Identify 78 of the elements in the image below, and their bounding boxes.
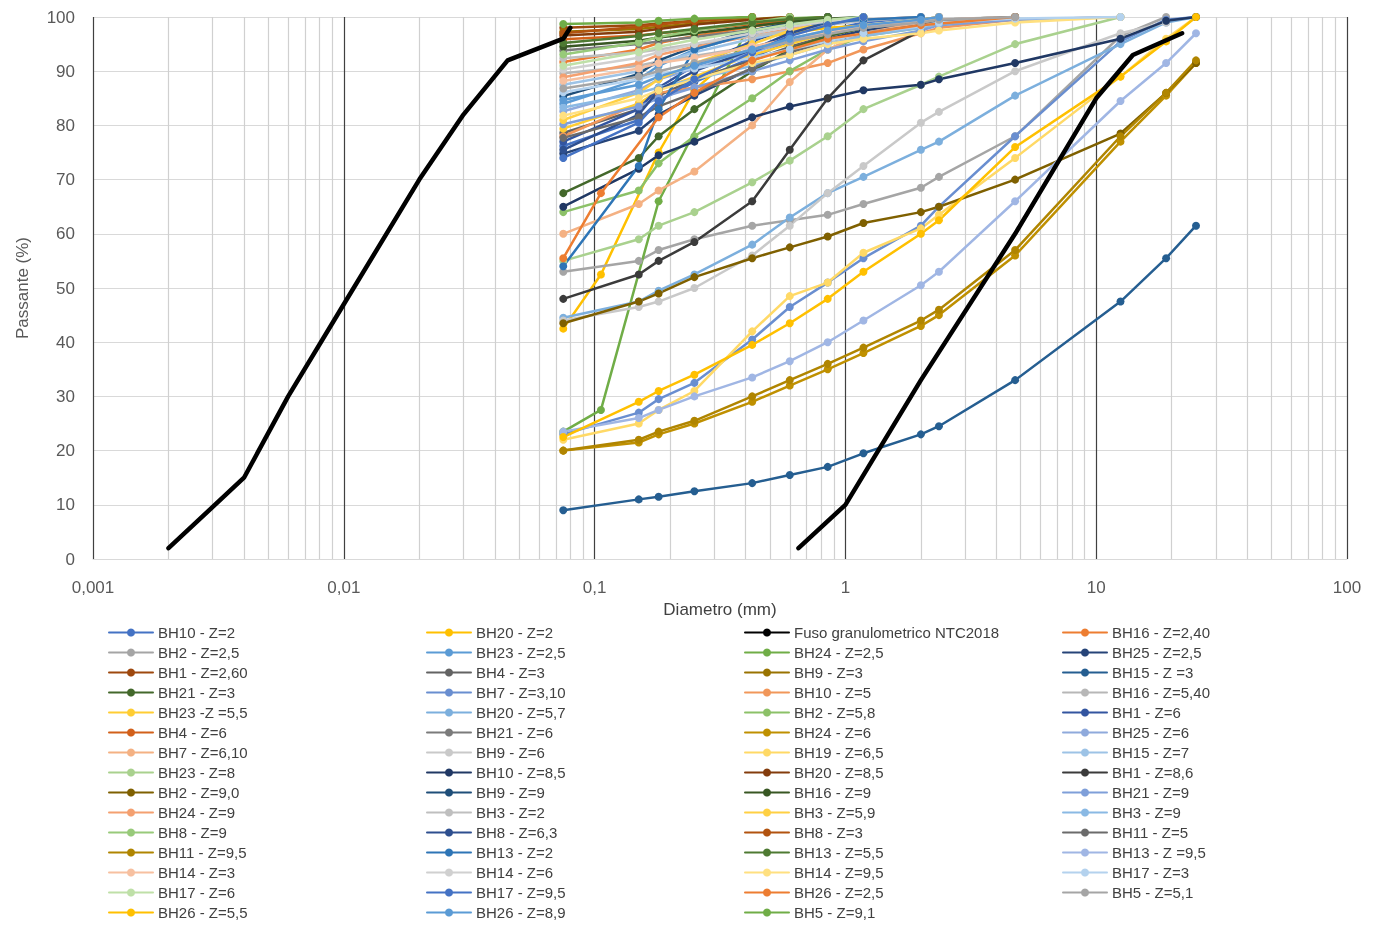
legend-label: BH10 - Z=2 xyxy=(158,624,236,641)
legend-label: BH14 - Z=3 xyxy=(158,864,236,881)
legend-label: BH23 - Z=8 xyxy=(158,764,236,781)
y-tick-label: 10 xyxy=(56,495,75,515)
legend-label: BH13 - Z =9,5 xyxy=(1112,844,1206,861)
legend-label: BH15 - Z =3 xyxy=(1112,664,1194,681)
y-tick-label: 80 xyxy=(56,115,75,135)
legend-label: BH2 - Z=9,0 xyxy=(158,784,240,801)
legend-label: BH9 - Z=6 xyxy=(476,744,545,761)
legend-label: BH2 - Z=5,8 xyxy=(794,704,876,721)
legend-label: BH23 - Z=2,5 xyxy=(476,644,566,661)
legend-label: BH21 - Z=6 xyxy=(476,724,554,741)
y-axis-title: Passante (%) xyxy=(13,236,32,340)
legend-label: BH3 - Z=9 xyxy=(1112,804,1181,821)
x-tick-label: 0,001 xyxy=(71,578,115,597)
legend-label: BH2 - Z=2,5 xyxy=(158,644,240,661)
y-tick-label: 30 xyxy=(56,386,75,406)
legend-label: BH25 - Z=6 xyxy=(1112,724,1190,741)
legend-label: BH7 - Z=3,10 xyxy=(476,684,566,701)
legend-label: BH14 - Z=9,5 xyxy=(794,864,884,881)
y-tick-label: 20 xyxy=(56,441,75,461)
legend-label: BH20 - Z=5,7 xyxy=(476,704,566,721)
legend-label: BH1 - Z=2,60 xyxy=(158,664,248,681)
legend-label: BH7 - Z=6,10 xyxy=(158,744,248,761)
legend-label: BH8 - Z=9 xyxy=(158,824,227,841)
x-tick-label: 1 xyxy=(840,578,851,597)
y-tick-label: 90 xyxy=(56,61,75,81)
legend-label: BH16 - Z=9 xyxy=(794,784,872,801)
legend-label: BH11 - Z=9,5 xyxy=(158,844,247,861)
legend-label: BH4 - Z=6 xyxy=(158,724,227,741)
legend-label: BH1 - Z=8,6 xyxy=(1112,764,1194,781)
legend-label: BH24 - Z=2,5 xyxy=(794,644,884,661)
legend-label: BH9 - Z=3 xyxy=(794,664,863,681)
legend-label: BH19 - Z=6,5 xyxy=(794,744,884,761)
y-tick-label: 40 xyxy=(56,332,75,352)
legend-label: BH10 - Z=5 xyxy=(794,684,872,701)
legend-label: BH26 - Z=2,5 xyxy=(794,884,884,901)
legend-label: BH17 - Z=9,5 xyxy=(476,884,566,901)
x-tick-label: 100 xyxy=(1332,578,1362,597)
legend-label: BH8 - Z=3 xyxy=(794,824,863,841)
y-tick-label: 50 xyxy=(56,278,75,298)
legend-label: BH25 - Z=2,5 xyxy=(1112,644,1202,661)
legend-label: BH4 - Z=3 xyxy=(476,664,545,681)
legend-label: BH16 - Z=5,40 xyxy=(1112,684,1210,701)
legend-label: BH3 - Z=5,9 xyxy=(794,804,876,821)
legend-label: BH17 - Z=6 xyxy=(158,884,236,901)
legend-label: BH8 - Z=6,3 xyxy=(476,824,558,841)
x-axis-title: Diametro (mm) xyxy=(663,599,777,619)
legend-label: BH21 - Z=9 xyxy=(1112,784,1190,801)
legend-label: BH13 - Z=2 xyxy=(476,844,554,861)
legend-label: BH15 - Z=7 xyxy=(1112,744,1190,761)
x-tick-label: 10 xyxy=(1086,578,1106,597)
legend-label: BH16 - Z=2,40 xyxy=(1112,624,1210,641)
legend-label: BH20 - Z=2 xyxy=(476,624,554,641)
legend-label: BH24 - Z=9 xyxy=(158,804,236,821)
legend-label: BH9 - Z=9 xyxy=(476,784,545,801)
legend-label: BH14 - Z=6 xyxy=(476,864,554,881)
legend-label: BH5 - Z=9,1 xyxy=(794,904,876,921)
x-tick-label: 0,1 xyxy=(582,578,607,597)
legend-label: BH17 - Z=3 xyxy=(1112,864,1190,881)
legend-label: BH5 - Z=5,1 xyxy=(1112,884,1194,901)
legend-label: BH23 -Z =5,5 xyxy=(158,704,248,721)
legend-label: BH20 - Z=8,5 xyxy=(794,764,884,781)
y-tick-label: 100 xyxy=(46,7,75,27)
legend-label: BH10 - Z=8,5 xyxy=(476,764,566,781)
legend-label: BH11 - Z=5 xyxy=(1112,824,1189,841)
x-tick-label: 0,01 xyxy=(327,578,361,597)
legend-label: BH24 - Z=6 xyxy=(794,724,872,741)
legend-label: BH3 - Z=2 xyxy=(476,804,545,821)
y-tick-label: 70 xyxy=(56,170,75,190)
legend-label: BH13 - Z=5,5 xyxy=(794,844,884,861)
y-tick-label: 60 xyxy=(56,224,75,244)
legend-label: BH1 - Z=6 xyxy=(1112,704,1181,721)
y-tick-label: 0 xyxy=(65,549,75,569)
legend-label: Fuso granulometrico NTC2018 xyxy=(794,624,1000,641)
legend-label: BH21 - Z=3 xyxy=(158,684,236,701)
legend-label: BH26 - Z=5,5 xyxy=(158,904,248,921)
legend-label: BH26 - Z=8,9 xyxy=(476,904,566,921)
